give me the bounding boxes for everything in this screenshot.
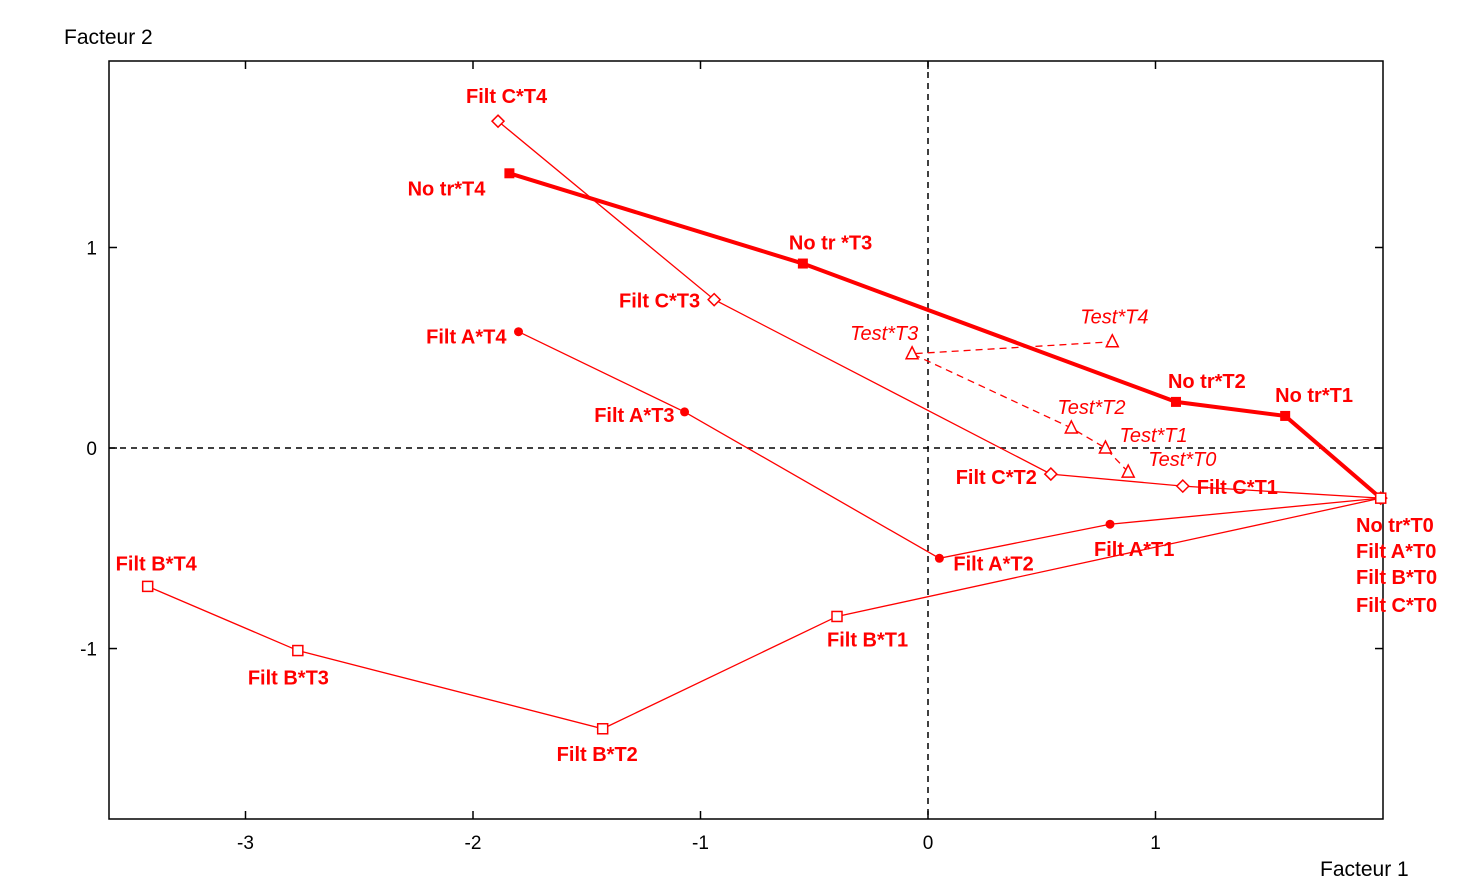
marker-filt-c-2: [1043, 467, 1058, 482]
label-no-tr-4: No tr*T4: [408, 178, 487, 200]
series-line-filt-b: [147, 497, 1381, 730]
marker-test-3: [904, 345, 920, 360]
label-filt-a-1: Filt A*T1: [1094, 539, 1174, 561]
label-filt-b-3: Filt B*T3: [248, 668, 329, 690]
marker-test-0: [1120, 463, 1136, 478]
x-tick-label: 0: [923, 833, 934, 854]
series-layer: [141, 114, 1388, 735]
origin-label-0: No tr*T0: [1356, 515, 1434, 537]
marker-no-tr-2: [1170, 396, 1181, 407]
label-test-3: Test*T3: [850, 323, 918, 345]
label-filt-a-2: Filt A*T2: [953, 553, 1033, 575]
origin-label-2: Filt B*T0: [1356, 567, 1437, 589]
series-no-tr: [504, 168, 1386, 504]
marker-test-1: [1098, 439, 1113, 454]
label-test-2: Test*T2: [1057, 397, 1125, 419]
x-tick-label: -2: [465, 833, 482, 854]
label-filt-a-4: Filt A*T4: [426, 327, 507, 349]
label-filt-a-3: Filt A*T3: [594, 405, 674, 427]
marker-filt-b-0: [1374, 492, 1387, 504]
label-no-tr-3: No tr *T3: [789, 233, 872, 255]
x-tick-label: -3: [237, 833, 254, 854]
marker-no-tr-4: [504, 168, 515, 179]
marker-filt-b-1: [831, 610, 843, 623]
point-labels: No tr*T1 No tr*T2 No tr *T3 No tr*T4 Filt C*…: [116, 86, 1437, 766]
series-filt-b: [141, 492, 1387, 735]
series-line-no-tr: [508, 171, 1383, 500]
marker-filt-a-4: [514, 327, 523, 337]
reference-lines: [109, 61, 1383, 819]
axis-ticks: -3 -2 -1 0 1 -1 0 1: [80, 61, 1383, 854]
marker-filt-a-1: [1105, 519, 1115, 529]
origin-label-1: Filt A*T0: [1356, 541, 1436, 563]
marker-no-tr-3: [797, 258, 808, 269]
label-test-0: Test*T0: [1148, 449, 1216, 471]
label-test-4: Test*T4: [1080, 307, 1148, 329]
y-axis-title: Facteur 2: [64, 26, 153, 49]
marker-filt-b-3: [292, 644, 304, 657]
y-tick-label: 1: [86, 238, 97, 259]
marker-filt-c-1: [1175, 479, 1190, 494]
marker-filt-c-3: [707, 292, 722, 307]
marker-filt-a-3: [680, 407, 690, 417]
marker-test-4: [1105, 333, 1120, 348]
marker-test-2: [1064, 419, 1079, 434]
series-filt-a: [514, 327, 1386, 563]
label-filt-b-2: Filt B*T2: [557, 744, 638, 766]
label-no-tr-1: No tr*T1: [1275, 385, 1353, 407]
y-tick-label: -1: [80, 640, 97, 661]
label-filt-c-3: Filt C*T3: [619, 291, 700, 313]
label-filt-c-2: Filt C*T2: [956, 467, 1037, 489]
marker-filt-b-2: [596, 723, 609, 735]
series-test: [904, 333, 1136, 478]
label-filt-b-1: Filt B*T1: [827, 629, 908, 651]
marker-filt-a-2: [934, 553, 944, 563]
y-tick-label: 0: [86, 439, 97, 460]
label-filt-c-1: Filt C*T1: [1197, 477, 1278, 499]
origin-label-3: Filt C*T0: [1356, 595, 1437, 617]
marker-no-tr-1: [1280, 410, 1291, 421]
x-tick-label: 1: [1150, 833, 1161, 854]
label-no-tr-2: No tr*T2: [1168, 371, 1246, 393]
label-filt-b-4: Filt B*T4: [116, 553, 198, 575]
marker-filt-b-4: [141, 580, 154, 593]
x-tick-label: -1: [692, 833, 709, 854]
label-filt-c-4: Filt C*T4: [466, 86, 548, 108]
marker-filt-c-4: [490, 114, 506, 129]
series-line-filt-a: [518, 331, 1381, 559]
label-test-1: Test*T1: [1119, 425, 1187, 447]
plot-frame: [108, 60, 1384, 820]
x-axis-title: Facteur 1: [1320, 858, 1409, 881]
